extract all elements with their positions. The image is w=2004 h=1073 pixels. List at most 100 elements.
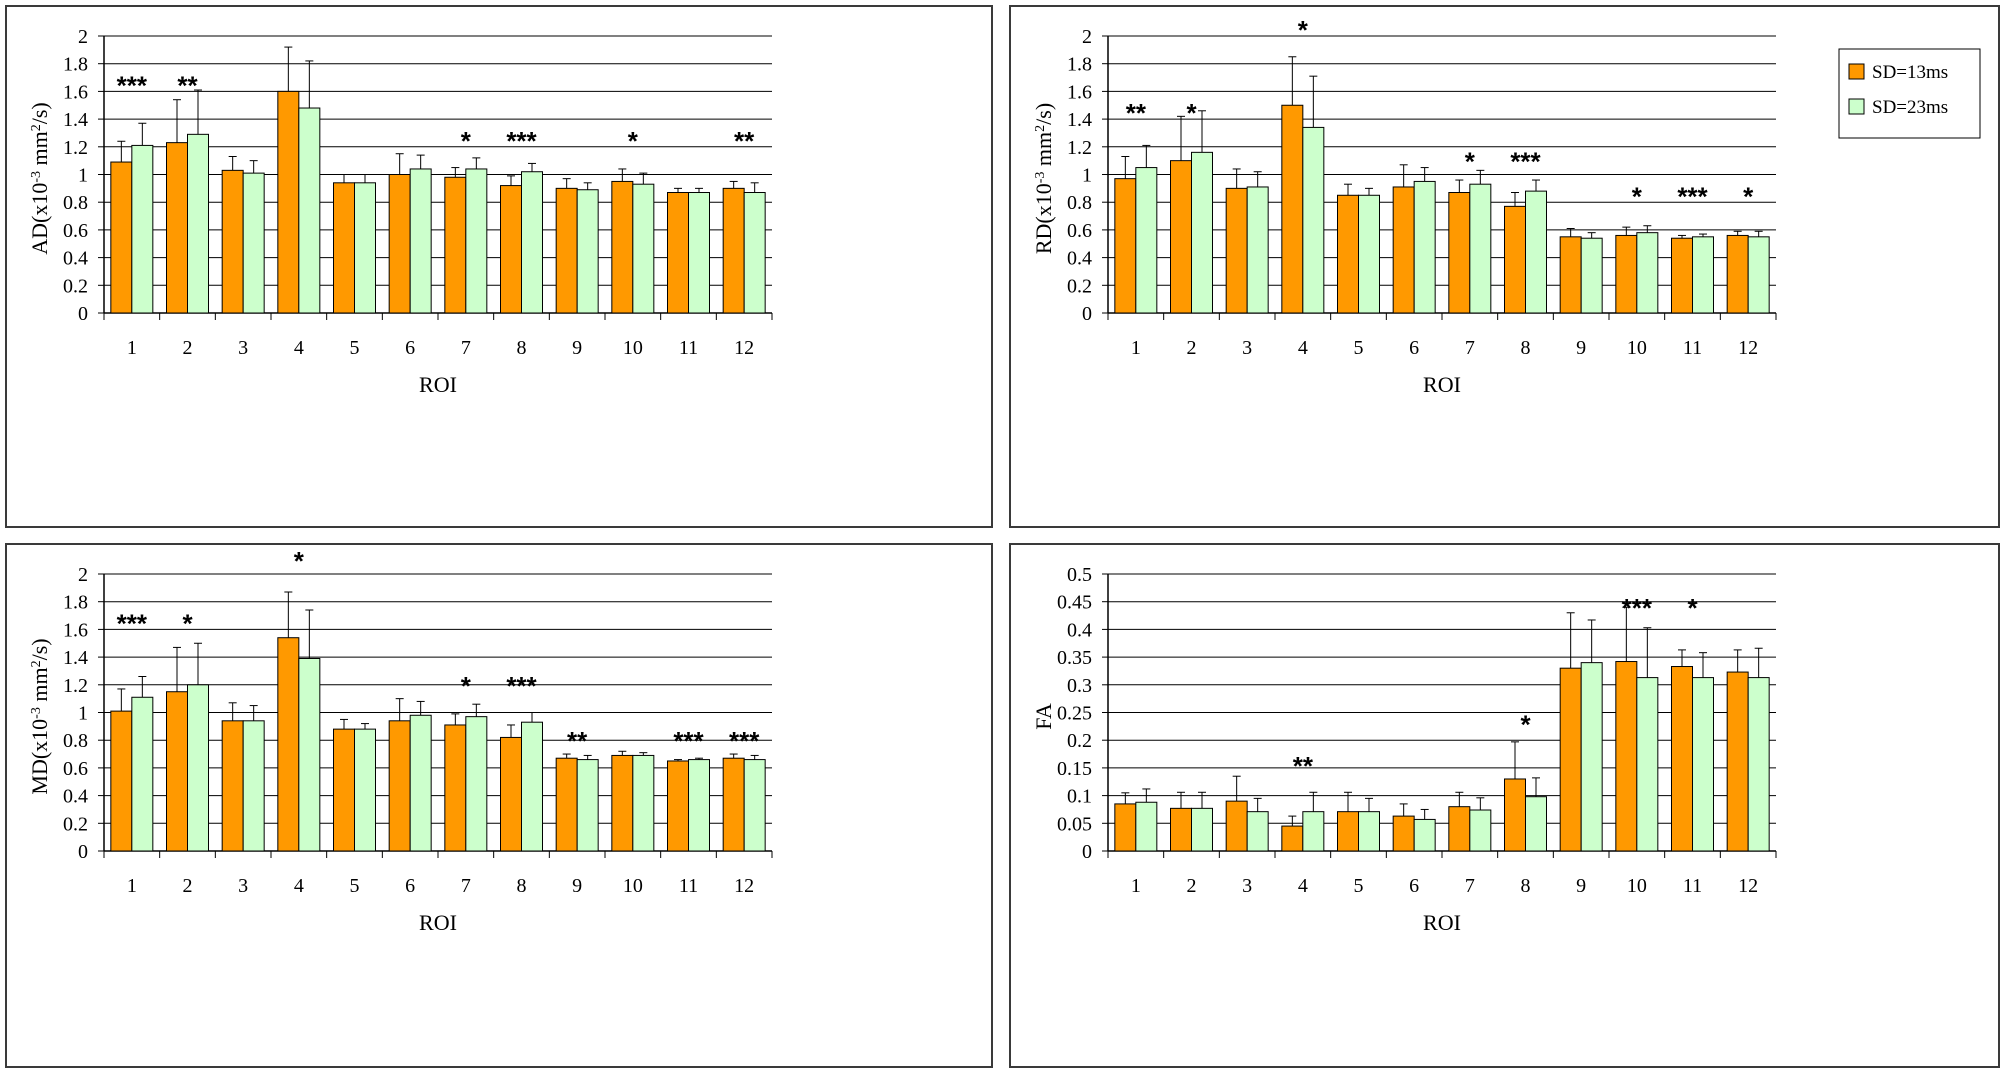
significance-marker: *: [461, 671, 472, 701]
bar-sd13: [444, 176, 467, 314]
significance-marker: *: [628, 126, 639, 156]
bar-sd23: [242, 172, 265, 314]
rd-chart-panel: 0 0.2 0.4 0.6 0.8 1 1.2 1.4 1.6 1.8 2 1 ** 2 * 3 4 * 5 6 7 * 8…: [1009, 5, 2000, 528]
y-tick-label: 0.2: [1067, 730, 1092, 752]
x-tick-label: 7: [1465, 337, 1475, 359]
y-tick-label: 0.1: [1067, 786, 1092, 808]
y-tick-label: 1.2: [63, 137, 88, 159]
bar-sd23: [1135, 167, 1158, 314]
bar-sd23: [1246, 811, 1269, 852]
x-tick-label: 4: [294, 875, 304, 897]
ad-chart: 00.20.40.60.811.21.41.61.821***2**3 4 5 6 7*…: [27, 26, 773, 397]
x-tick-label: 5: [350, 875, 360, 897]
y-tick-label: 0.4: [63, 248, 88, 270]
bar-sd13: [1615, 661, 1638, 852]
bar-sd23: [354, 728, 376, 852]
x-tick-label: 11: [1683, 875, 1702, 897]
x-tick-label: 1: [127, 337, 137, 359]
y-tick-label: 0.6: [1067, 220, 1092, 242]
y-axis-title-part: 2: [1033, 125, 1048, 132]
y-axis-title: MD(x10-3 mm2/s): [27, 638, 52, 794]
bar-sd23: [1525, 190, 1547, 314]
bar-sd23: [1191, 807, 1213, 852]
y-tick-label: 1.8: [63, 54, 88, 76]
bar-sd13: [667, 760, 689, 852]
significance-marker: ***: [506, 126, 537, 156]
x-tick-label: 2: [183, 875, 193, 897]
y-tick-label: 1.2: [63, 675, 88, 697]
significance-marker: *: [1186, 98, 1197, 128]
y-tick-label: 1.4: [63, 647, 88, 669]
x-tick-label: 11: [1683, 337, 1702, 359]
y-tick-label: 1.4: [1067, 109, 1092, 131]
x-axis-title: ROI: [419, 372, 457, 397]
significance-marker: **: [734, 126, 755, 156]
significance-marker: *: [1743, 181, 1754, 211]
y-axis-title-part: mm: [1031, 132, 1056, 172]
md-chart: 00.20.40.60.811.21.41.61.821***2*3 4*5 6 7*…: [27, 546, 773, 935]
bar-sd23: [1246, 186, 1269, 314]
y-tick-label: 1.6: [63, 619, 88, 641]
bar-sd13: [1504, 205, 1526, 314]
y-tick-label: 1.6: [1067, 81, 1092, 103]
y-axis-title: FA: [1031, 703, 1056, 730]
bar-sd13: [1448, 192, 1471, 314]
y-tick-label: 0.6: [63, 758, 88, 780]
x-tick-label: 4: [1298, 875, 1308, 897]
y-axis-title: RD(x10-3 mm2/s): [1031, 103, 1056, 254]
y-tick-label: 0.4: [63, 786, 88, 808]
x-tick-label: 5: [350, 337, 360, 359]
bar-sd13: [1281, 825, 1304, 852]
x-tick-label: 7: [1465, 875, 1475, 897]
x-tick-label: 9: [1576, 875, 1586, 897]
y-axis-title-part: mm: [27, 667, 52, 707]
x-tick-label: 8: [517, 337, 527, 359]
y-tick-label: 1: [78, 165, 88, 187]
bar-sd13: [166, 691, 188, 852]
x-tick-label: 10: [1627, 875, 1647, 897]
significance-marker: ***: [673, 726, 704, 756]
bar-sd13: [555, 187, 578, 314]
significance-marker: *: [1687, 593, 1698, 623]
bar-sd23: [1525, 796, 1547, 852]
bar-sd13: [1225, 800, 1248, 852]
bar-sd23: [576, 189, 599, 314]
bar-sd13: [1559, 667, 1582, 852]
bar-sd13: [333, 182, 355, 314]
legend-label: SD=23ms: [1872, 97, 1948, 118]
bar-sd13: [1448, 806, 1471, 852]
y-tick-label: 1.8: [63, 592, 88, 614]
bar-sd23: [521, 171, 543, 314]
y-tick-label: 1.4: [63, 109, 88, 131]
y-tick-label: 1.6: [63, 81, 88, 103]
y-tick-label: 0: [78, 841, 88, 863]
bar-sd23: [298, 107, 321, 314]
y-tick-label: 1.2: [1067, 137, 1092, 159]
bar-sd13: [388, 720, 411, 852]
x-tick-label: 3: [238, 337, 248, 359]
x-tick-label: 8: [517, 875, 527, 897]
y-tick-label: 0: [78, 303, 88, 325]
bar-sd13: [444, 724, 467, 852]
bar-sd23: [1302, 126, 1325, 314]
x-tick-label: 9: [572, 337, 582, 359]
x-tick-label: 4: [294, 337, 304, 359]
bar-sd23: [1413, 818, 1436, 852]
y-axis-title: AD(x10-3 mm2/s): [27, 102, 52, 255]
bar-sd23: [1469, 809, 1492, 852]
bar-sd13: [1170, 160, 1192, 314]
bar-sd23: [298, 657, 321, 852]
bar-sd13: [1337, 194, 1359, 314]
bar-sd13: [1281, 104, 1304, 314]
x-tick-label: 2: [183, 337, 193, 359]
bar-sd23: [1636, 677, 1659, 852]
y-tick-label: 0.15: [1057, 758, 1092, 780]
y-axis-title-part: /s): [1031, 103, 1056, 125]
bar-sd23: [1692, 236, 1714, 314]
significance-marker: ***: [1510, 147, 1541, 177]
bar-sd13: [277, 90, 300, 314]
bar-sd13: [1392, 815, 1415, 852]
y-tick-label: 1: [1082, 165, 1092, 187]
x-tick-label: 7: [461, 875, 471, 897]
y-tick-label: 0: [1082, 303, 1092, 325]
